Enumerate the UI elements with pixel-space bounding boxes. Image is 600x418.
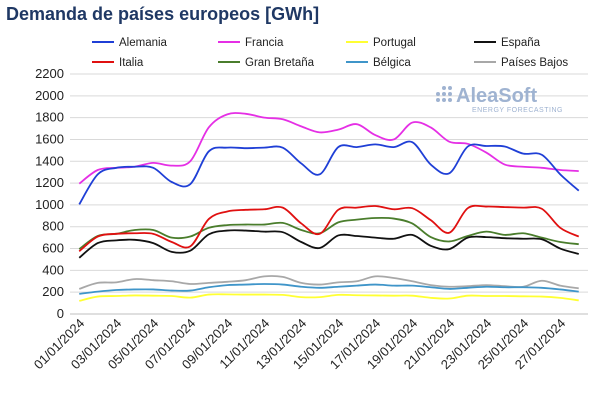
y-axis-ticks: 0 200 400 600 800 1000 1200 1400 1600 1800 2000 220… bbox=[35, 66, 64, 321]
series-line-francia bbox=[78, 112, 579, 185]
legend-label-italia: Italia bbox=[119, 57, 144, 69]
series-line-paises-bajos bbox=[78, 275, 579, 290]
logo-tagline: ENERGY FORECASTING bbox=[472, 107, 563, 114]
series-line-belgica bbox=[79, 283, 579, 295]
series-line-espana bbox=[78, 229, 580, 259]
legend-label-portugal: Portugal bbox=[373, 37, 416, 49]
y-tick-label: 600 bbox=[42, 241, 64, 256]
legend-label-alemania: Alemania bbox=[119, 37, 168, 49]
series-lines bbox=[78, 112, 580, 302]
series-line-portugal bbox=[79, 293, 579, 302]
series-line-italia bbox=[78, 204, 580, 252]
chart-title: Demanda de países europeos [GWh] bbox=[6, 4, 320, 24]
y-tick-label: 1200 bbox=[35, 175, 64, 190]
legend-label-belgica: Bélgica bbox=[373, 57, 411, 69]
x-axis-ticks: 01/01/202403/01/202405/01/202407/01/2024… bbox=[31, 316, 569, 373]
grid-lines bbox=[70, 73, 588, 315]
series-line-alemania bbox=[78, 140, 580, 205]
legend-label-espana: España bbox=[501, 37, 541, 49]
y-tick-label: 400 bbox=[42, 262, 64, 277]
y-tick-label: 0 bbox=[57, 306, 64, 321]
logo-dots-icon bbox=[436, 86, 452, 102]
legend-label-gran-bretana: Gran Bretaña bbox=[245, 57, 315, 69]
legend-label-francia: Francia bbox=[245, 37, 284, 49]
legend-label-paises-bajos: Países Bajos bbox=[501, 57, 568, 69]
y-tick-label: 1000 bbox=[35, 197, 64, 212]
legend: Alemania Francia Portugal España Italia Gran … bbox=[92, 37, 568, 69]
y-tick-label: 200 bbox=[42, 284, 64, 299]
y-tick-label: 1400 bbox=[35, 153, 64, 168]
y-tick-label: 800 bbox=[42, 219, 64, 234]
y-tick-label: 2000 bbox=[35, 88, 64, 103]
logo-name: AleaSoft bbox=[456, 85, 537, 107]
y-tick-label: 1600 bbox=[35, 131, 64, 146]
aleasoft-logo: AleaSoft ENERGY FORECASTING bbox=[436, 85, 563, 114]
y-tick-label: 2200 bbox=[35, 66, 64, 81]
series-line-gran-bretana bbox=[78, 216, 579, 250]
y-tick-label: 1800 bbox=[35, 110, 64, 125]
